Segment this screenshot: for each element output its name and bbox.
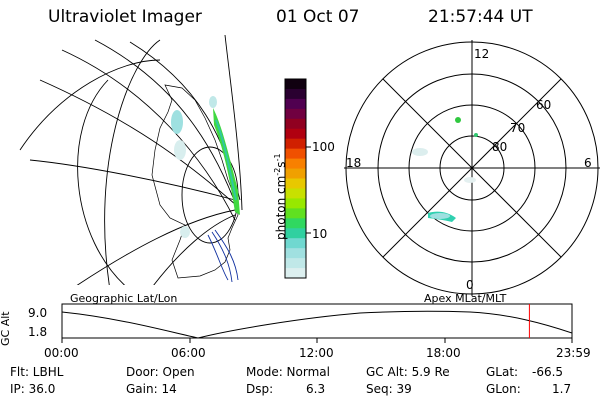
- ip-info: IP: 36.0: [10, 382, 56, 396]
- colorbar-segment: [285, 208, 306, 219]
- mlt-label-0: 0: [466, 278, 474, 292]
- mlt-label-6: 6: [584, 156, 592, 170]
- colorbar-segment: [285, 238, 306, 249]
- seq-info: Seq: 39: [366, 382, 412, 396]
- mlt-label-18: 18: [346, 156, 362, 170]
- lat-label-70: 70: [510, 121, 526, 135]
- altitude-x-tick-0: 00:00: [44, 346, 79, 360]
- colorbar-segment: [285, 128, 306, 140]
- glon-value: 1.7: [552, 382, 572, 396]
- colorbar-segment: [285, 88, 306, 100]
- colorbar-segment: [285, 178, 306, 189]
- colorbar-tick-label-100: 100: [312, 140, 335, 154]
- door-info: Door: Open: [126, 365, 195, 379]
- glon-label: GLon:: [486, 382, 521, 396]
- polar-plot: [344, 40, 600, 296]
- glat-value: -66.5: [532, 365, 564, 379]
- colorbar-frame: [284, 78, 307, 279]
- colorbar-segment: [285, 98, 306, 110]
- colorbar-segment: [285, 218, 306, 229]
- colorbar-segment: [285, 268, 306, 279]
- colorbar-segment: [285, 168, 306, 179]
- dsp-label: Dsp:: [246, 382, 274, 396]
- altitude-plot: [61, 303, 573, 343]
- lat-label-60: 60: [536, 98, 552, 112]
- mode-info: Mode: Normal: [246, 365, 330, 379]
- lat-label-80: 80: [492, 140, 508, 154]
- altitude-y-tick-low: 1.8: [28, 325, 48, 339]
- colorbar-segment: [285, 228, 306, 239]
- gc-alt-info: GC Alt: 5.9 Re: [366, 365, 450, 379]
- colorbar-segment: [285, 108, 306, 120]
- geographic-map: [19, 35, 243, 285]
- colorbar-segment: [285, 248, 306, 259]
- colorbar-unit-label: photon cm-2s-1: [273, 153, 288, 240]
- altitude-x-tick-3: 18:00: [426, 346, 461, 360]
- time-display: 21:57:44 UT: [428, 7, 533, 27]
- geographic-label: Geographic Lat/Lon: [70, 292, 178, 305]
- colorbar-segment: [285, 258, 306, 269]
- colorbar-segment: [285, 188, 306, 199]
- app-title: Ultraviolet Imager: [48, 7, 202, 27]
- polar-aurora: [412, 117, 478, 222]
- mlt-label-12: 12: [474, 47, 490, 61]
- colorbar: [285, 79, 306, 279]
- altitude-x-tick-1: 06:00: [171, 346, 206, 360]
- colorbar-segment: [285, 118, 306, 130]
- gain-info: Gain: 14: [126, 382, 177, 396]
- colorbar-segment: [285, 198, 306, 209]
- altitude-axis-label: GC Alt: [0, 311, 12, 346]
- apex-label: Apex MLat/MLT: [424, 292, 507, 305]
- colorbar-segment: [285, 148, 306, 160]
- colorbar-segment: [285, 158, 306, 170]
- altitude-x-tick-4: 23:59: [556, 346, 591, 360]
- colorbar-segment: [285, 79, 306, 90]
- colorbar-tick-label-10: 10: [312, 227, 328, 241]
- colorbar-segment: [285, 138, 306, 150]
- glat-label: GLat:: [486, 365, 519, 379]
- geographic-aurora: [171, 96, 240, 238]
- altitude-x-tick-2: 12:00: [299, 346, 334, 360]
- altitude-y-tick-high: 9.0: [28, 306, 48, 320]
- filter-info: Flt: LBHL: [10, 365, 64, 379]
- dsp-value: 6.3: [306, 382, 326, 396]
- date-display: 01 Oct 07: [276, 7, 360, 27]
